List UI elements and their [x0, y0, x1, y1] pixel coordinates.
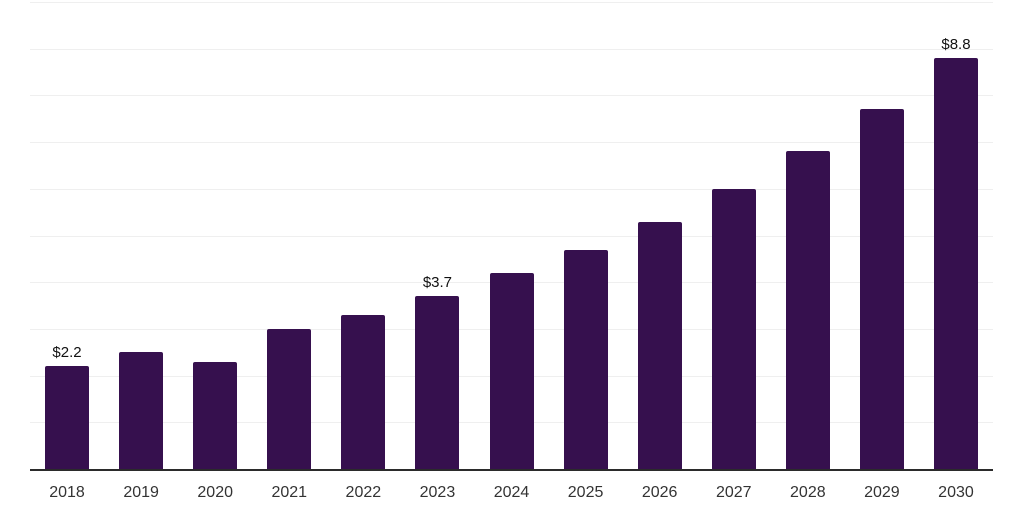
bar-2018: $2.2 — [45, 344, 90, 469]
bar-slot — [474, 2, 548, 469]
bar-slot — [845, 2, 919, 469]
x-tick-label-2030: 2030 — [938, 484, 974, 501]
bar-slot — [104, 2, 178, 469]
gridline — [30, 95, 993, 97]
gridline — [30, 48, 993, 50]
bar-slot: $2.2 — [30, 2, 104, 469]
bar-slot — [697, 2, 771, 469]
bar-2019 — [119, 352, 164, 469]
x-tick-label-2025: 2025 — [567, 484, 604, 501]
bar-2029 — [859, 109, 904, 469]
bar-2028 — [785, 151, 830, 469]
gridline — [30, 2, 993, 3]
bar-2020 — [193, 361, 238, 469]
x-tick-label-2024: 2024 — [493, 484, 530, 501]
bar-slot — [771, 2, 845, 469]
bar-2026 — [637, 221, 682, 469]
x-tick-label-2020: 2020 — [197, 484, 233, 501]
bar-slot — [623, 2, 697, 469]
data-label-2023: $3.7 — [422, 274, 453, 292]
data-label-2030: $8.8 — [941, 36, 971, 53]
plot-area: $2.2 $3.7 $8.8 — [30, 2, 993, 469]
bar-slot — [252, 2, 326, 469]
x-axis-line — [30, 469, 993, 471]
gridline — [30, 142, 993, 144]
x-tick-label-2022: 2022 — [345, 484, 382, 501]
x-tick-label-2019: 2019 — [123, 484, 159, 501]
bar-2025 — [563, 249, 608, 469]
bars-layer: $2.2 $3.7 $8.8 — [30, 2, 993, 469]
bar-2030: $8.8 — [933, 36, 978, 469]
x-tick-label-2029: 2029 — [864, 484, 900, 501]
bar-2021 — [267, 328, 312, 469]
x-tick-label-2028: 2028 — [790, 484, 826, 501]
data-label-2018: $2.2 — [52, 344, 82, 362]
bar-2027 — [711, 188, 756, 469]
bar-2024 — [489, 272, 534, 469]
x-tick-label-2018: 2018 — [49, 484, 85, 501]
bar-2022 — [341, 314, 386, 469]
bar-slot: $8.8 — [919, 2, 993, 469]
bar-slot: $3.7 — [400, 2, 474, 469]
x-tick-label-2026: 2026 — [641, 484, 678, 501]
gridline — [30, 235, 993, 237]
x-tick-label-2027: 2027 — [715, 484, 752, 501]
gridline — [30, 188, 993, 190]
bar-slot — [178, 2, 252, 469]
x-axis-labels: 2018 2019 2020 2021 2022 2023 2024 2025 2026 2027… — [30, 484, 993, 502]
bar-slot — [326, 2, 400, 469]
bar-2023: $3.7 — [415, 274, 460, 469]
x-tick-label-2023: 2023 — [419, 484, 456, 501]
x-tick-label-2021: 2021 — [271, 484, 308, 501]
bar-slot — [549, 2, 623, 469]
